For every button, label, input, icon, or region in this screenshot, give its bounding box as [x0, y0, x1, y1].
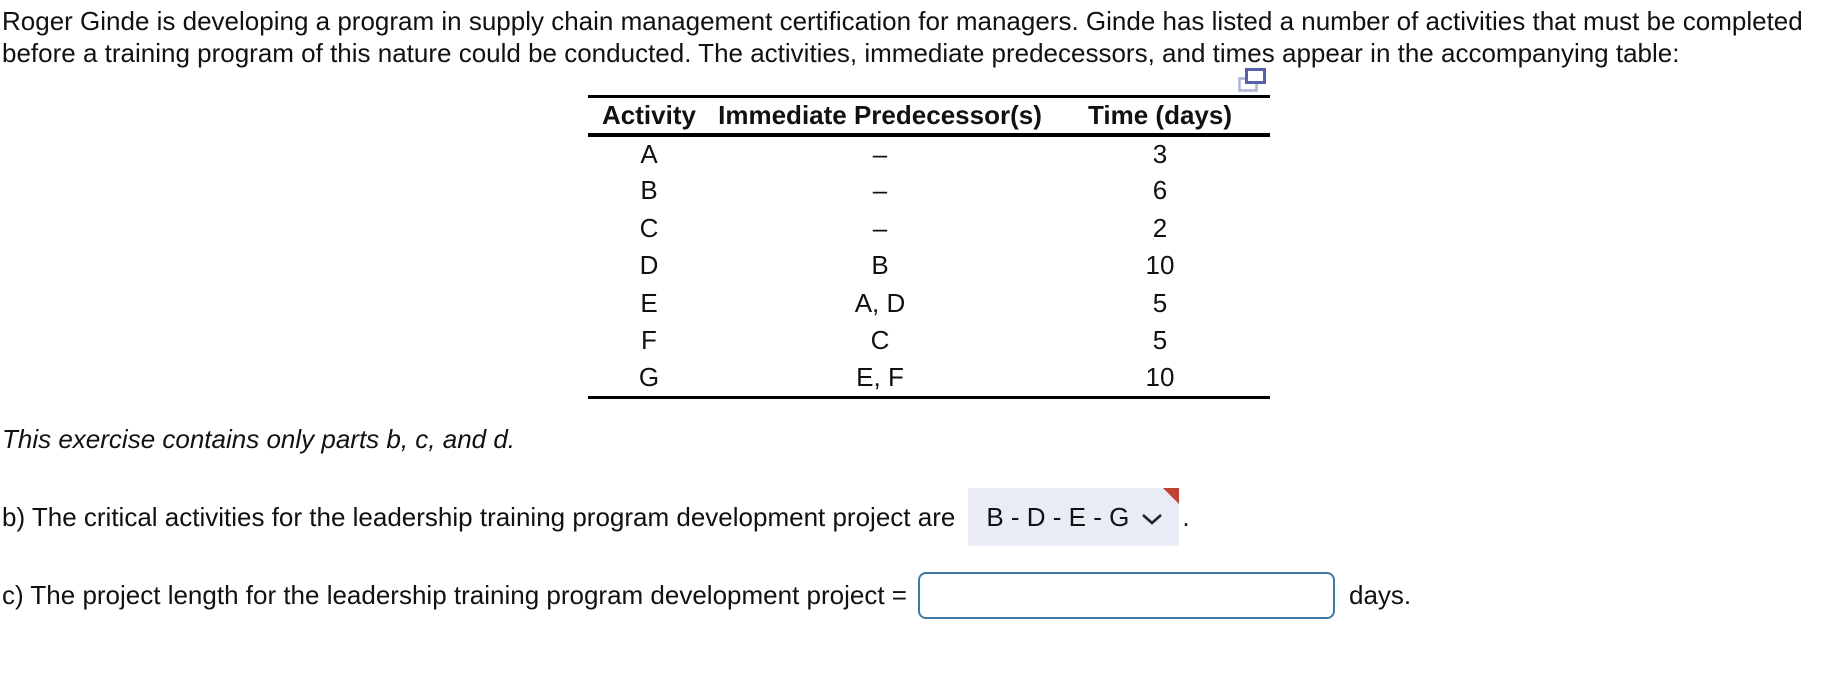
table-row: B – 6 [588, 172, 1270, 210]
cell-activity: B [640, 175, 658, 206]
cell-predecessor: B [871, 250, 889, 281]
table-row: G E, F 10 [588, 360, 1270, 398]
cell-time: 10 [1145, 362, 1175, 392]
cell-activity: G [638, 362, 660, 392]
part-c-text: c) The project length for the leadership… [2, 579, 907, 610]
header-time-days: Time (days) [1050, 96, 1270, 137]
cell-activity: A [640, 138, 658, 169]
cell-time: 10 [1145, 250, 1175, 281]
cell-predecessor: – [872, 138, 888, 169]
cell-predecessor: A, D [854, 287, 906, 318]
table-row: F C 5 [588, 322, 1270, 360]
table-row: C – 2 [588, 210, 1270, 248]
chevron-down-icon [1141, 502, 1163, 533]
critical-activities-dropdown[interactable]: B - D - E - G [968, 488, 1180, 546]
table-header-row: Activity Immediate Predecessor(s) Time (… [588, 96, 1270, 137]
answer-flag-triangle [1163, 488, 1180, 504]
header-activity: Activity [588, 96, 710, 137]
activity-table: Activity Immediate Predecessor(s) Time (… [588, 95, 1270, 399]
cell-predecessor: – [872, 212, 888, 243]
project-length-input[interactable] [917, 571, 1335, 619]
cell-activity: D [639, 250, 659, 281]
cell-activity: C [639, 212, 659, 243]
part-b-period: . [1182, 501, 1190, 532]
table-row: D B 10 [588, 247, 1270, 285]
intro-paragraph: Roger Ginde is developing a program in s… [2, 5, 1838, 69]
cell-activity: E [640, 287, 658, 318]
duplicate-window-icon[interactable] [1236, 62, 1268, 94]
exercise-note: This exercise contains only parts b, c, … [2, 424, 516, 454]
dropdown-selected-value: B - D - E - G [986, 501, 1130, 532]
part-b-text: b) The critical activities for the leade… [2, 501, 956, 532]
part-c-row: c) The project length for the leadership… [2, 571, 1411, 619]
cell-time: 5 [1152, 287, 1168, 318]
table-row: A – 3 [588, 135, 1270, 173]
intro-line-1: Roger Ginde is developing a program in s… [2, 6, 1803, 36]
cell-time: 2 [1152, 212, 1168, 243]
cell-predecessor: – [872, 175, 888, 206]
days-label: days. [1348, 579, 1412, 610]
cell-time: 6 [1152, 175, 1168, 206]
cell-activity: F [641, 325, 657, 356]
part-b-row: b) The critical activities for the leade… [2, 488, 1190, 546]
table-row: E A, D 5 [588, 285, 1270, 323]
header-immediate-predecessors: Immediate Predecessor(s) [710, 96, 1050, 137]
cell-predecessor: E, F [856, 362, 904, 392]
intro-line-2: before a training program of this nature… [2, 38, 1680, 68]
cell-predecessor: C [870, 325, 890, 356]
cell-time: 5 [1152, 325, 1168, 356]
cell-time: 3 [1152, 138, 1168, 169]
